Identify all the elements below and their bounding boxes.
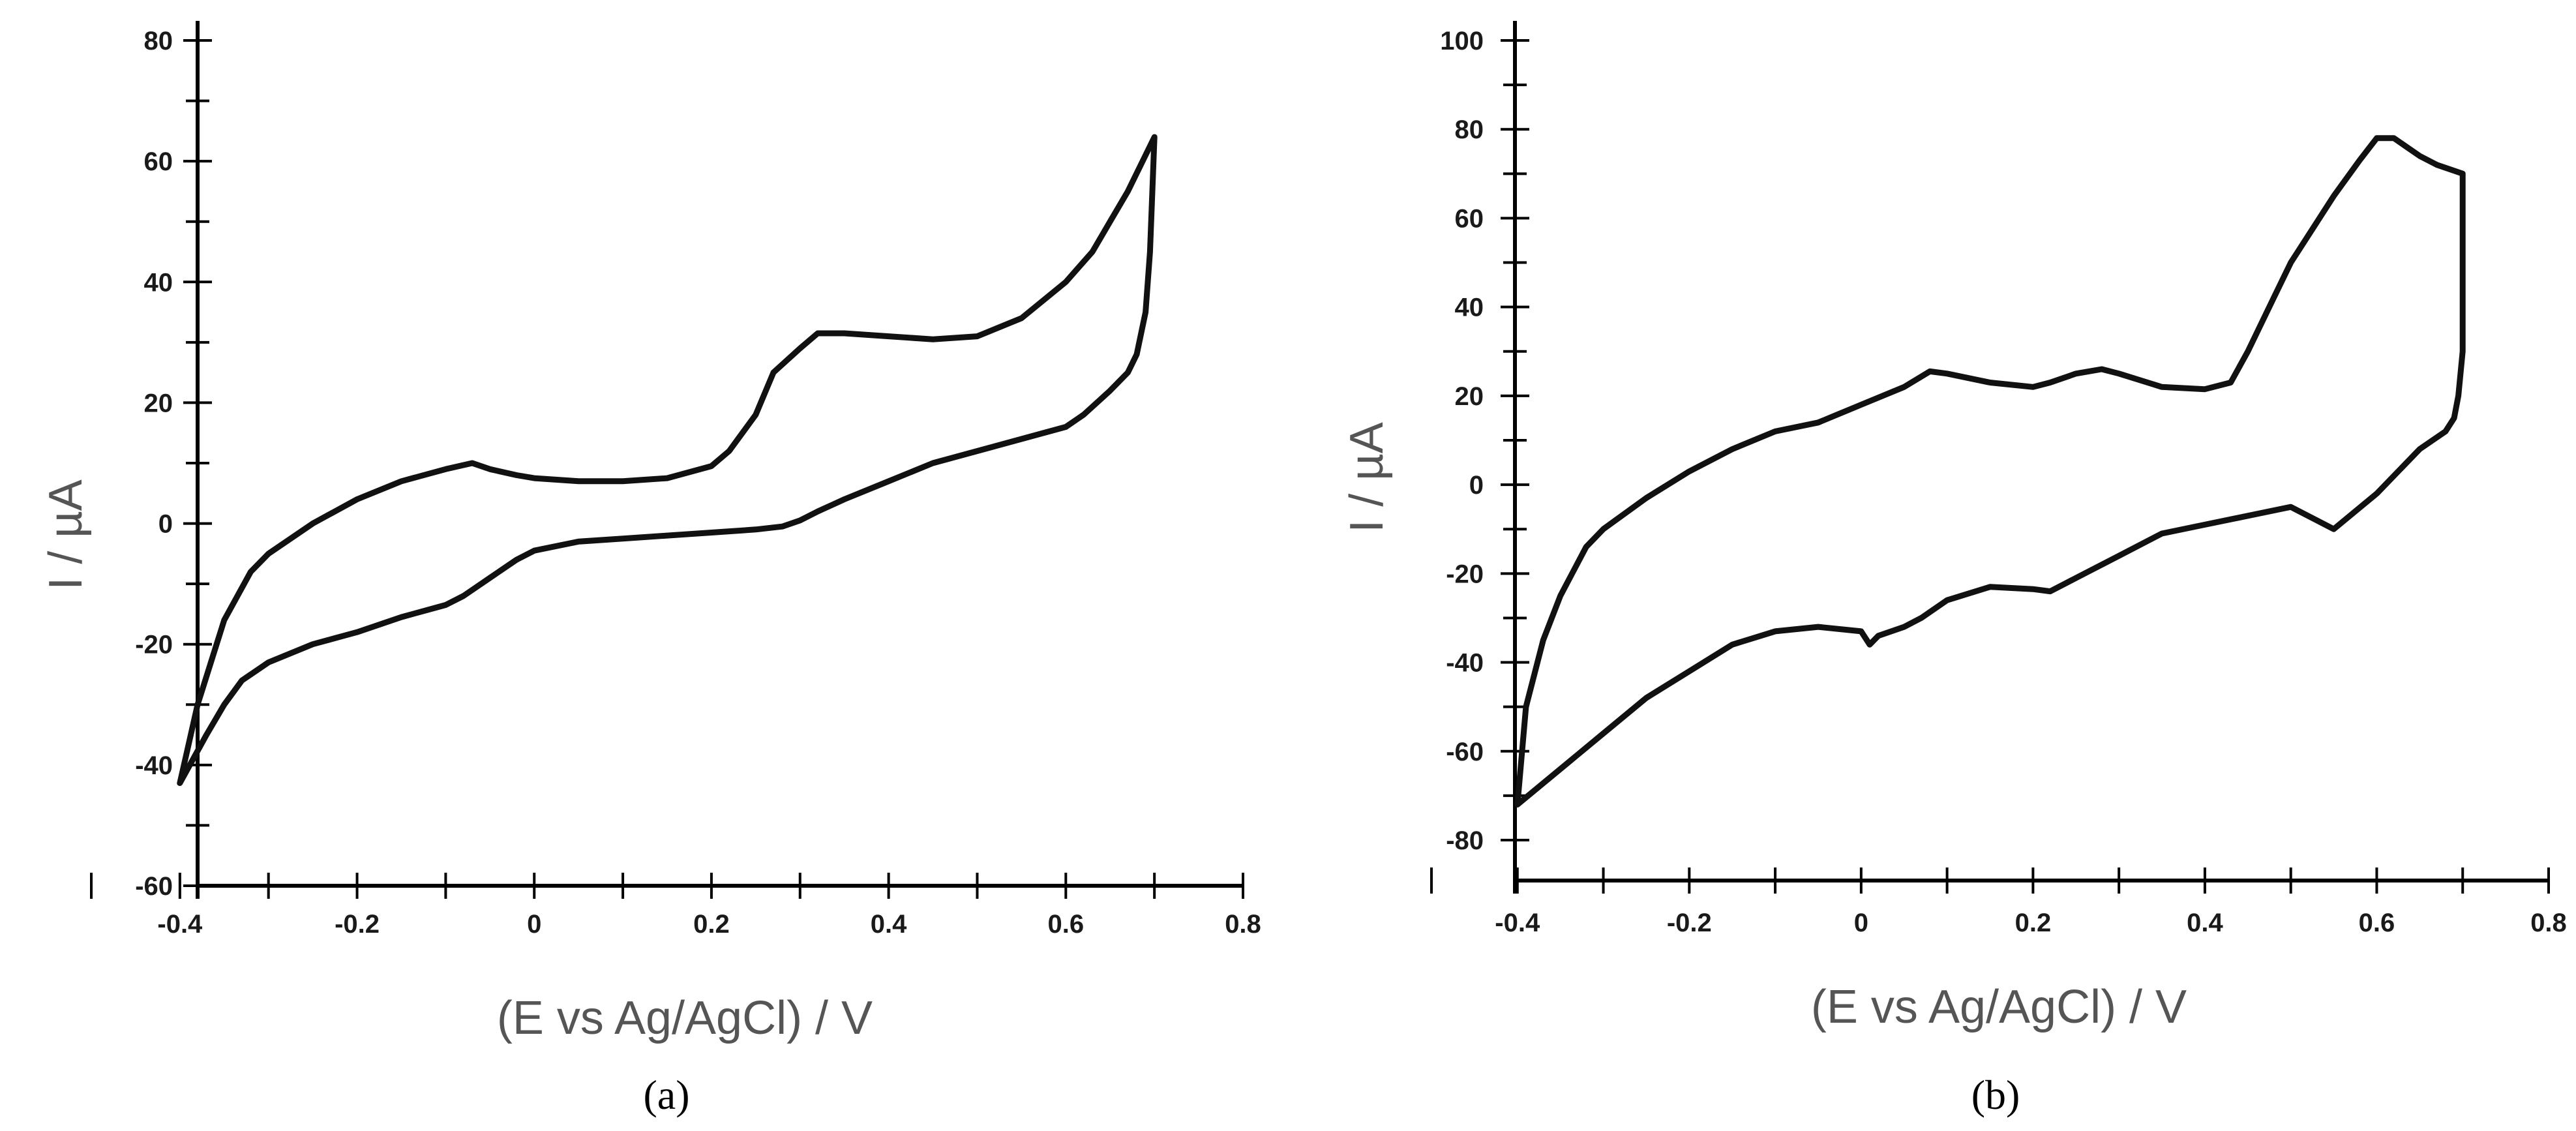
y-tick-label: 80 [144, 27, 173, 55]
x-tick-label: 0.8 [2530, 909, 2567, 937]
y-axis-title: I / µA [40, 479, 92, 590]
y-tick-label: -40 [1446, 649, 1484, 678]
x-tick-label: 0.6 [2359, 909, 2395, 937]
y-axis-title: I / µA [1341, 422, 1393, 533]
y-tick-label: -60 [135, 872, 173, 901]
y-tick-label: -20 [1446, 560, 1484, 588]
y-tick-label: -60 [1446, 738, 1484, 766]
x-axis-title: (E vs Ag/AgCl) / V [497, 992, 873, 1044]
y-tick-label: 60 [1455, 204, 1484, 233]
y-tick-label: 40 [1455, 294, 1484, 322]
y-tick-label: -20 [135, 631, 173, 659]
x-tick-label: 0.2 [2015, 909, 2052, 937]
y-tick-label: -40 [135, 751, 173, 780]
x-tick-label: -0.4 [1495, 909, 1540, 937]
y-tick-label: 40 [144, 268, 173, 297]
y-tick-label: 20 [1455, 382, 1484, 411]
x-tick-label: -0.2 [335, 910, 380, 939]
panel-label: (a) [643, 1072, 689, 1118]
chart-panel-b: -80 -60 -40 -20 0 20 40 60 80 100 -0.4 -0.2 0 0.2 0.4 0… [1341, 21, 2567, 1118]
y-tick-label: 0 [158, 510, 173, 539]
y-tick-label: 60 [144, 147, 173, 176]
cv-curve-series [177, 134, 1158, 787]
x-tick-label: 0 [1854, 909, 1868, 937]
x-tick-label: 0 [527, 910, 541, 939]
x-tick-label: 0.8 [1225, 910, 1261, 939]
y-tick-label: 20 [144, 389, 173, 417]
x-tick-label: 0.6 [1048, 910, 1085, 939]
y-tick-label: 100 [1440, 27, 1484, 55]
y-tick-label: -80 [1446, 826, 1484, 855]
x-tick-label: 0.4 [2187, 909, 2223, 937]
x-tick-label: -0.2 [1667, 909, 1712, 937]
x-tick-label: 0.2 [693, 910, 730, 939]
x-tick-label: 0.4 [871, 910, 907, 939]
y-tick-label: 80 [1455, 115, 1484, 144]
y-tick-label: 0 [1469, 471, 1484, 500]
cv-curve-series [1514, 135, 2466, 807]
chart-panel-a: -60 -40 -20 0 20 40 60 80 -0.4 -0.2 0 0.2 0.4 0.6 0.8 (… [40, 21, 1261, 1118]
panel-label: (b) [1971, 1072, 2020, 1118]
x-axis-title: (E vs Ag/AgCl) / V [1811, 981, 2187, 1033]
x-tick-label: -0.4 [157, 910, 203, 939]
